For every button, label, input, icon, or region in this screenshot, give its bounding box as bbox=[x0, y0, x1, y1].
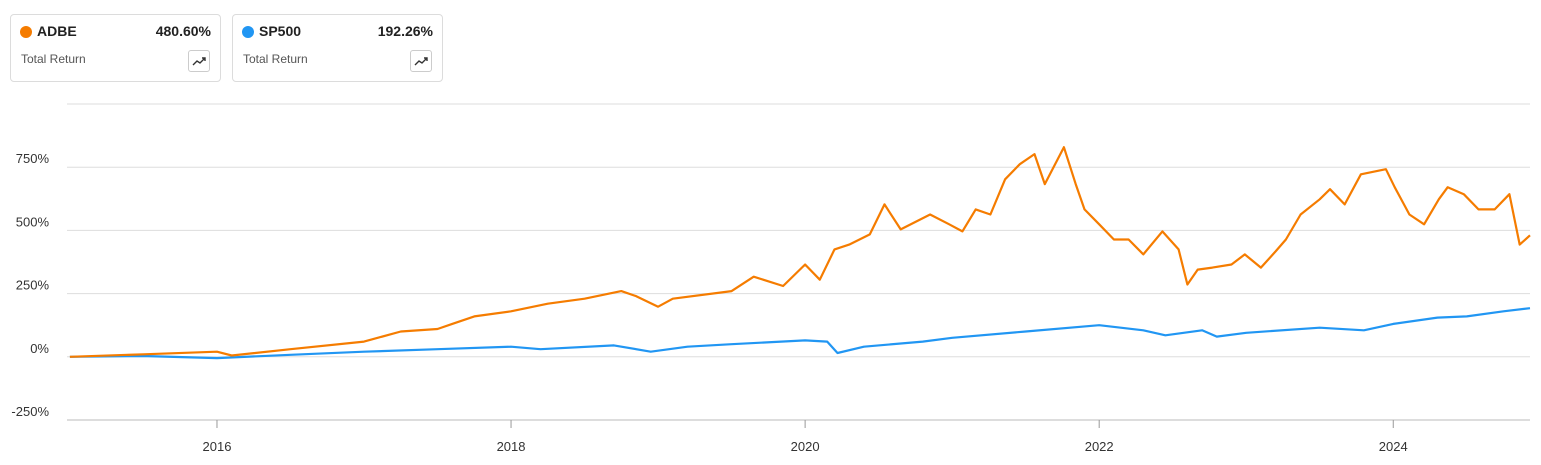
legend-name: SP500 bbox=[259, 23, 302, 39]
legend-return: 192.26% bbox=[377, 23, 433, 39]
legend-card[interactable]: SP500 192.26% Total Return bbox=[232, 14, 443, 82]
trend-icon bbox=[192, 57, 206, 66]
legend-swatch bbox=[20, 26, 32, 38]
legend-metric: Total Return bbox=[243, 52, 308, 66]
legend-return: 480.60% bbox=[155, 23, 211, 39]
legend-metric: Total Return bbox=[21, 52, 86, 66]
series-line bbox=[69, 307, 1531, 360]
legend-card[interactable]: ADBE 480.60% Total Return bbox=[10, 14, 221, 82]
y-tick-label: -250% bbox=[11, 404, 49, 419]
x-tick-label: 2024 bbox=[1379, 439, 1408, 454]
legend-swatch bbox=[242, 26, 254, 38]
x-tick-label: 2022 bbox=[1085, 439, 1114, 454]
trend-icon bbox=[414, 57, 428, 66]
y-tick-label: 500% bbox=[16, 214, 50, 229]
chart-type-button[interactable] bbox=[410, 50, 432, 72]
y-tick-label: 0% bbox=[30, 341, 49, 356]
y-tick-label: 750% bbox=[16, 151, 50, 166]
x-tick-label: 2018 bbox=[497, 439, 526, 454]
chart-type-button[interactable] bbox=[188, 50, 210, 72]
x-tick-label: 2020 bbox=[791, 439, 820, 454]
legend-name: ADBE bbox=[37, 23, 77, 39]
series-line bbox=[69, 146, 1531, 358]
y-tick-label: 250% bbox=[16, 278, 50, 293]
x-tick-label: 2016 bbox=[203, 439, 232, 454]
